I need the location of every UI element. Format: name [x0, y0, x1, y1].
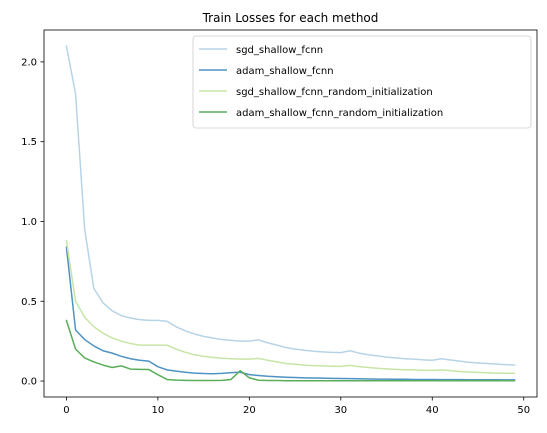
x-tick-label: 20 — [243, 405, 256, 416]
x-tick-label: 50 — [517, 405, 530, 416]
x-tick-label: 10 — [152, 405, 165, 416]
legend-label: adam_shallow_fcnn — [236, 66, 334, 77]
y-tick-label: 0.0 — [21, 377, 37, 388]
y-tick-label: 0.5 — [21, 297, 37, 308]
y-tick-label: 1.5 — [21, 137, 37, 148]
y-axis: 0.0 0.5 1.0 1.5 2.0 — [21, 57, 44, 388]
legend-label: adam_shallow_fcnn_random_initialization — [236, 108, 443, 119]
plot-frame — [43, 29, 538, 398]
series-line-1 — [65, 45, 516, 366]
x-tick-label: 30 — [334, 405, 347, 416]
legend-label: sgd_shallow_fcnn_random_initialization — [236, 87, 433, 98]
y-tick-label: 2.0 — [21, 57, 37, 68]
x-tick-label: 40 — [426, 405, 439, 416]
x-axis: 0 10 20 30 40 50 — [63, 397, 530, 416]
legend-label: sgd_shallow_fcnn — [236, 45, 323, 56]
x-tick-label: 0 — [63, 405, 69, 416]
y-tick-label: 1.0 — [21, 217, 37, 228]
series-line-2 — [65, 246, 516, 381]
series-line-3 — [65, 239, 516, 375]
series-line-4 — [65, 319, 516, 382]
chart-title: Train Losses for each method — [202, 11, 379, 25]
legend: sgd_shallow_fcnn adam_shallow_fcnn sgd_sha… — [192, 35, 532, 129]
legend-box — [192, 35, 532, 129]
series-layer — [65, 45, 516, 382]
